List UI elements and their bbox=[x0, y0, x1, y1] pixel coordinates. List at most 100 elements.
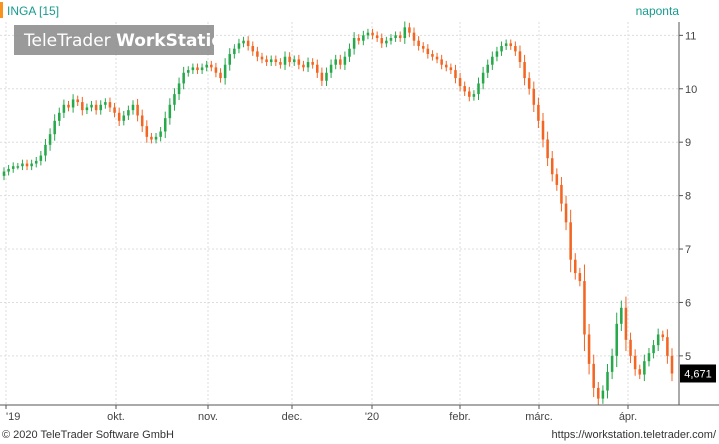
candle-body bbox=[104, 102, 107, 105]
candle-body bbox=[99, 104, 103, 111]
candle bbox=[292, 55, 296, 66]
y-tick-label: 8 bbox=[685, 191, 691, 203]
candle-body bbox=[481, 72, 485, 84]
y-tick-label: 7 bbox=[685, 244, 691, 256]
x-axis: '19 okt. nov. dec. '20 febr. márc. ápr. bbox=[5, 405, 637, 423]
candle bbox=[25, 159, 29, 171]
last-value-badge: 4,671 bbox=[680, 364, 716, 383]
candle-body bbox=[274, 59, 278, 63]
candle bbox=[205, 60, 208, 72]
candle-body bbox=[426, 48, 430, 55]
candle-body bbox=[583, 281, 586, 335]
candle bbox=[214, 62, 218, 78]
candle-body bbox=[260, 56, 264, 60]
candle bbox=[34, 157, 38, 168]
x-tick-label: '19 bbox=[6, 411, 20, 423]
source-url[interactable]: https://workstation.teletrader.com/ bbox=[551, 429, 716, 441]
candle-body bbox=[343, 56, 347, 65]
candle bbox=[325, 67, 328, 86]
candle-body bbox=[311, 62, 314, 65]
candle-body bbox=[214, 67, 218, 73]
candle bbox=[412, 27, 416, 46]
candle-body bbox=[375, 35, 379, 39]
candle bbox=[555, 168, 559, 191]
candle bbox=[435, 52, 439, 64]
candle bbox=[67, 100, 70, 112]
candle-body bbox=[629, 339, 632, 356]
candle-body bbox=[643, 361, 646, 375]
candle-body bbox=[615, 323, 618, 356]
candle-body bbox=[652, 345, 655, 354]
candle-body bbox=[491, 56, 494, 65]
candle bbox=[454, 64, 457, 84]
candle bbox=[16, 163, 20, 170]
candle-body bbox=[223, 64, 227, 79]
candle-body bbox=[486, 64, 489, 73]
candle-body bbox=[560, 184, 563, 204]
candle bbox=[537, 97, 540, 129]
candle-body bbox=[541, 120, 545, 140]
candle-body bbox=[587, 334, 591, 364]
last-value-text: 4,671 bbox=[684, 368, 712, 380]
candle bbox=[150, 132, 153, 144]
candle-body bbox=[661, 334, 665, 338]
y-tick-label: 5 bbox=[685, 351, 691, 363]
candle bbox=[546, 131, 549, 167]
candle-body bbox=[633, 355, 637, 370]
candle-body bbox=[463, 86, 466, 92]
candle bbox=[302, 60, 305, 72]
candle bbox=[578, 267, 582, 287]
candle-body bbox=[21, 163, 24, 167]
candle bbox=[228, 48, 232, 71]
candle bbox=[297, 54, 301, 70]
candle bbox=[500, 41, 503, 56]
candle-body bbox=[454, 70, 457, 79]
candle-body bbox=[412, 32, 416, 41]
candle bbox=[233, 44, 236, 59]
candle-body bbox=[656, 334, 660, 346]
x-tick-label: '20 bbox=[365, 411, 379, 423]
candle-body bbox=[94, 104, 98, 111]
candle bbox=[408, 22, 411, 38]
candle-body bbox=[564, 203, 568, 223]
candle-body bbox=[53, 120, 56, 135]
candle bbox=[159, 126, 162, 142]
candle bbox=[620, 300, 623, 332]
candle bbox=[343, 51, 347, 70]
candle-body bbox=[44, 144, 47, 156]
candle-body bbox=[597, 387, 600, 399]
candle bbox=[348, 43, 351, 62]
candle-body bbox=[182, 72, 185, 84]
candle bbox=[371, 28, 374, 40]
candle-body bbox=[71, 99, 75, 108]
candle-body bbox=[265, 59, 268, 63]
candle-body bbox=[431, 54, 434, 57]
candle-body bbox=[233, 48, 236, 55]
candle bbox=[58, 107, 61, 127]
candle bbox=[131, 100, 135, 115]
candle-body bbox=[509, 43, 513, 47]
candle bbox=[550, 151, 554, 182]
candle bbox=[532, 81, 536, 113]
candle bbox=[670, 348, 674, 382]
candle bbox=[389, 34, 393, 45]
candle bbox=[601, 385, 605, 404]
x-tick-label: nov. bbox=[198, 411, 218, 423]
candle-body bbox=[2, 171, 6, 176]
candle-body bbox=[127, 110, 130, 116]
candle bbox=[71, 94, 75, 113]
candle bbox=[274, 55, 278, 66]
candle-body bbox=[246, 40, 250, 47]
candle-body bbox=[458, 78, 462, 87]
candle-body bbox=[16, 166, 20, 168]
candle bbox=[398, 31, 402, 42]
candle bbox=[468, 86, 471, 102]
candle bbox=[541, 112, 545, 148]
candle-body bbox=[173, 94, 176, 105]
candle bbox=[265, 55, 268, 66]
svg-text:TeleTrader WorkStation: TeleTrader WorkStation bbox=[23, 31, 235, 51]
candle-body bbox=[30, 163, 33, 167]
candle bbox=[283, 51, 287, 70]
candle bbox=[385, 36, 388, 48]
copyright-text: © 2020 TeleTrader Software GmbH bbox=[2, 429, 174, 441]
